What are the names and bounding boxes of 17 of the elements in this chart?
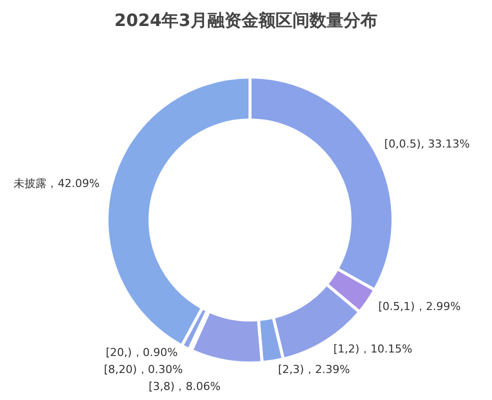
data-label: , 33.13% bbox=[420, 138, 470, 151]
slice-label: [2,3) bbox=[278, 363, 304, 376]
slice-label: [0.5,1) bbox=[378, 300, 415, 313]
slice-label: [1,2) bbox=[333, 342, 360, 356]
data-label: ，2.99% bbox=[414, 300, 461, 313]
data-label: ，10.15% bbox=[359, 342, 412, 356]
data-label: ，2.39% bbox=[304, 363, 350, 376]
slice-label: [8,20) bbox=[104, 363, 137, 376]
slice-label: [20,) bbox=[106, 346, 132, 359]
slice-label: [0,0.5) bbox=[384, 138, 421, 151]
data-label: ，42.09% bbox=[46, 176, 100, 190]
data-label: ，0.30% bbox=[136, 363, 183, 376]
slice-label: 未披露 bbox=[14, 176, 47, 190]
data-label: ，0.90% bbox=[132, 346, 178, 359]
chart-title: 2024年3月融资金额区间数量分布 bbox=[114, 11, 378, 31]
slice-label: [3,8) bbox=[148, 380, 175, 393]
data-label: ，8.06% bbox=[174, 380, 221, 393]
